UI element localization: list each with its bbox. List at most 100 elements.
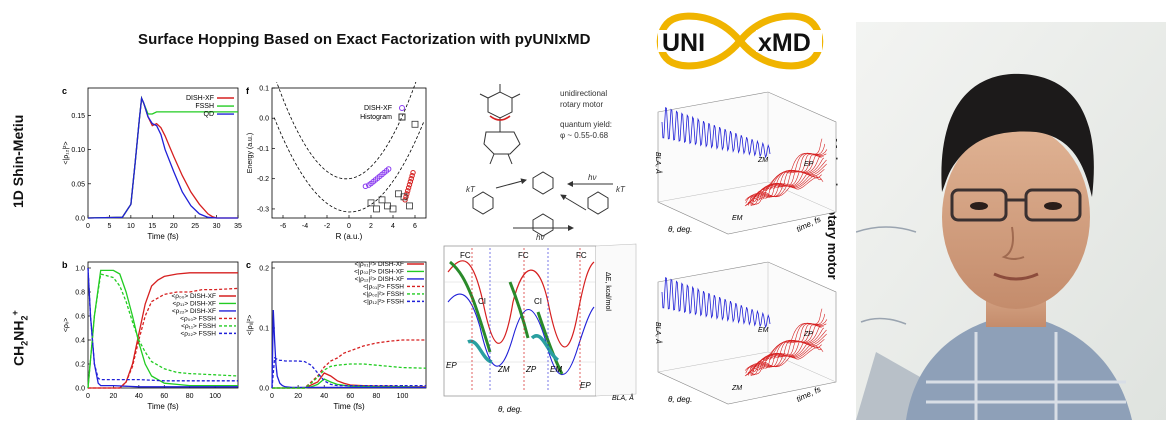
axis-theta: θ, deg. [668,395,692,404]
x-tick-label: 0 [347,223,351,230]
red-trajectory [750,325,822,372]
histogram-point [389,205,397,213]
legend-label: <ρ₀₀> FSSH [180,315,216,322]
x-tick-label: 20 [170,223,178,230]
y-tick-label: 0.2 [75,362,85,369]
legend-swatch [399,105,405,111]
y-axis-label: <ρᵢᵢ> [63,318,70,332]
x-tick-label: 6 [413,223,417,230]
legend-label: <ρ₁₁> DISH-XF [173,300,217,307]
em-label: EM [550,365,562,374]
red-trajectory [749,138,823,204]
histogram-point [378,196,386,204]
panel-letter: c [62,86,67,96]
x-tick-label: 10 [127,223,135,230]
x-tick-label: 0 [86,223,90,230]
series-line-0 [87,95,238,219]
motor-caption-line1: unidirectional [560,89,607,98]
series-line-2 [87,95,238,219]
red-trajectory [749,308,823,374]
panel-letter: c [246,260,251,270]
x-tick-label: 60 [346,393,354,400]
y-tick-label: 0.8 [75,290,85,297]
legend-label: <ρ₁₁> FSSH [181,323,216,330]
box-3d-edges [657,92,837,213]
row-label-1d-shin-metiu: 1D Shin-Metiu [10,114,26,208]
molecule-drawing-icon [472,84,613,237]
y-tick-label: 0.0 [75,216,85,223]
pes-curve-ground [273,117,425,213]
chart-ch2nh2-coherences: 0 20 40 60 80 100 0.0 0.1 0.2 Time (fs) <|ρᵢⱼ|²> c <… [246,260,427,411]
axis-bla: BLA, Å [654,322,663,344]
axis-theta: θ, deg. [668,225,692,234]
x-tick-label: 35 [234,223,242,230]
series-line-4 [87,273,239,389]
blue-trajectory [661,277,771,329]
legend-label: <|ρ₀₂|²> FSSH [363,291,404,298]
dish-xf-point [405,185,412,191]
x-tick-label: 4 [391,223,395,230]
kt-label-right: kT [616,185,626,194]
logo-uni-text: UNI [662,29,705,57]
x-tick-label: -2 [324,223,330,230]
y-tick-label: 1.0 [75,266,85,273]
legend-label: <|ρ₀₂|²> DISH-XF [354,268,404,275]
zp-label: ZP [525,365,537,374]
blue-trajectory [661,107,771,159]
dish-xf-point [385,166,392,172]
pyunixmd-logo: UNI xMD [648,8,832,74]
fc-label-3: FC [576,251,587,260]
y-tick-label: 0.10 [71,147,85,154]
dish-xf-point [403,194,409,200]
legend-label: DISH-XF [364,105,392,112]
x-tick-label: 80 [186,393,194,400]
y-tick-label: 0.0 [75,386,85,393]
y-tick-label: -0.2 [257,176,269,183]
row-label-ch2nh2: CH2NH2+ [10,310,30,366]
x-tick-label: 60 [160,393,168,400]
legend-label: <|ρ₀₁|²> FSSH [363,283,404,290]
chart-energy-vs-R: -6 -4 -2 0 2 4 6 0.1 0.0 -0.1 -0.2 -0.3 R (a.u.) Ener… [246,82,427,241]
histogram-point [400,193,408,201]
series-line-5 [87,267,238,382]
plot-frame [87,87,239,219]
red-trajectory [745,163,827,204]
series-line-1 [87,95,238,219]
red-trajectory [745,333,827,374]
red-trajectory [750,155,822,202]
legend-label: FSSH [195,103,214,110]
y-tick-label: 0.4 [75,338,85,345]
dish-xf-point [407,179,414,185]
legend-label: <ρ₀₀> DISH-XF [172,293,217,300]
region-label: ZM [731,385,742,392]
histogram-point [373,205,380,213]
series-line-4 [272,363,427,389]
region-label: EM [758,327,769,334]
x-tick-label: 30 [213,223,221,230]
x-tick-label: 0 [270,393,274,400]
y-tick-label: 0.05 [71,181,85,188]
red-trajectory [749,156,822,201]
y-tick-label: 0.0 [259,386,269,393]
potential-energy-curves-figure: FC FC FC CI CI EP ZM ZP EM EP ΔE, kcal/m… [438,242,648,418]
x-tick-label: 100 [397,393,409,400]
ep-label-left: EP [446,361,457,370]
theta-axis-label: θ, deg. [498,405,522,414]
series-line-3 [272,339,426,389]
logo-xmd-text: xMD [758,29,811,57]
histogram-point [406,202,413,210]
motor-caption-line2: rotary motor [560,100,603,109]
x-tick-label: 40 [320,393,328,400]
y-axis-label: <|ρ₁₂|²> [63,141,70,164]
face-icon [942,125,1090,309]
y-axis-label: <|ρᵢⱼ|²> [247,315,254,335]
glasses-icon [950,188,1082,222]
series-line-2 [271,309,426,389]
box-3d-edges [657,262,837,383]
y-tick-label: -0.1 [257,146,269,153]
zm-label: ZM [497,365,510,374]
histogram-point [411,120,419,128]
dish-xf-point [410,169,416,176]
delta-e-axis-label: ΔE, kcal/mol [604,272,611,311]
